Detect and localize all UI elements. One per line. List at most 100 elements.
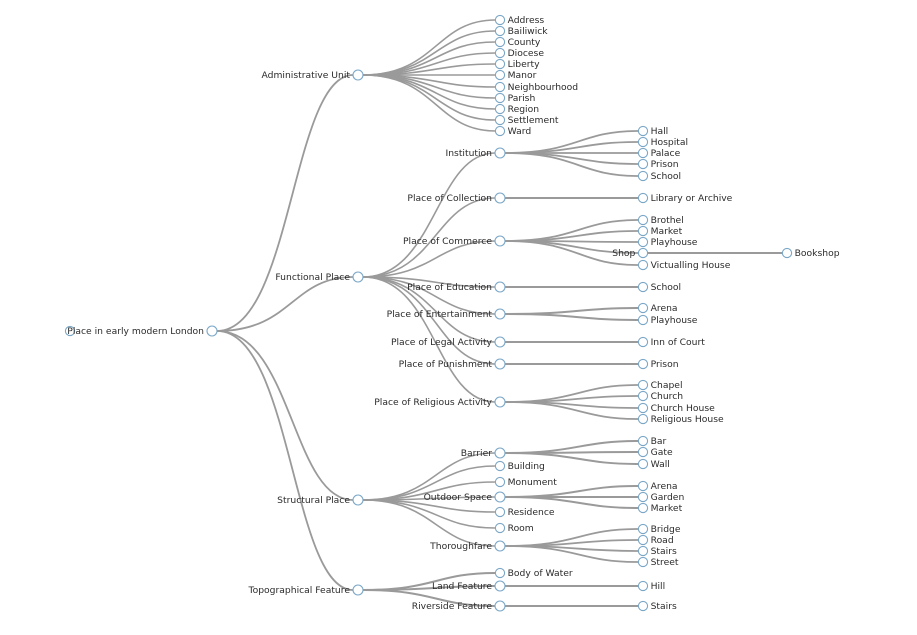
- node-circle-icon[interactable]: [637, 390, 649, 402]
- node-circle-icon[interactable]: [494, 36, 506, 48]
- tree-node-land-feature[interactable]: Land Feature: [432, 580, 506, 592]
- tree-node-playhouse-commerce[interactable]: Playhouse: [637, 236, 698, 248]
- tree-node-inn-of-court[interactable]: Inn of Court: [637, 336, 705, 348]
- node-circle-icon[interactable]: [494, 567, 506, 579]
- tree-node-bridge[interactable]: Bridge: [637, 523, 681, 535]
- node-circle-icon[interactable]: [494, 540, 506, 552]
- tree-node-manor[interactable]: Manor: [494, 69, 537, 81]
- node-circle-icon[interactable]: [637, 358, 649, 370]
- tree-node-road[interactable]: Road: [637, 534, 674, 546]
- node-circle-icon[interactable]: [494, 396, 506, 408]
- tree-node-place-of-punishment[interactable]: Place of Punishment: [399, 358, 506, 370]
- node-circle-icon[interactable]: [637, 281, 649, 293]
- tree-node-place-of-commerce[interactable]: Place of Commerce: [403, 235, 506, 247]
- node-circle-icon[interactable]: [64, 325, 76, 337]
- node-circle-icon[interactable]: [352, 584, 364, 596]
- node-circle-icon[interactable]: [637, 247, 649, 259]
- tree-node-arena-entertainment[interactable]: Arena: [637, 302, 678, 314]
- node-circle-icon[interactable]: [781, 247, 793, 259]
- tree-node-riverside-feature[interactable]: Riverside Feature: [412, 600, 506, 612]
- node-circle-icon[interactable]: [494, 69, 506, 81]
- tree-node-bar[interactable]: Bar: [637, 435, 667, 447]
- node-circle-icon[interactable]: [494, 25, 506, 37]
- tree-node-church-house[interactable]: Church House: [637, 402, 715, 414]
- node-circle-icon[interactable]: [637, 125, 649, 137]
- tree-node-prison-institution[interactable]: Prison: [637, 158, 679, 170]
- node-circle-icon[interactable]: [494, 235, 506, 247]
- tree-node-functional-place[interactable]: Functional Place: [275, 271, 364, 283]
- node-circle-icon[interactable]: [637, 545, 649, 557]
- node-circle-icon[interactable]: [494, 114, 506, 126]
- node-circle-icon[interactable]: [637, 236, 649, 248]
- tree-node-prison-punishment[interactable]: Prison: [637, 358, 679, 370]
- tree-node-brothel[interactable]: Brothel: [637, 214, 684, 226]
- tree-node-wall[interactable]: Wall: [637, 458, 670, 470]
- tree-node-palace[interactable]: Palace: [637, 147, 681, 159]
- node-circle-icon[interactable]: [637, 413, 649, 425]
- tree-node-place-of-legal-activity[interactable]: Place of Legal Activity: [391, 336, 506, 348]
- node-circle-icon[interactable]: [637, 435, 649, 447]
- node-circle-icon[interactable]: [637, 491, 649, 503]
- node-circle-icon[interactable]: [352, 69, 364, 81]
- node-circle-icon[interactable]: [637, 502, 649, 514]
- tree-node-bailiwick[interactable]: Bailiwick: [494, 25, 548, 37]
- tree-node-chapel[interactable]: Chapel: [637, 379, 683, 391]
- tree-node-county[interactable]: County: [494, 36, 541, 48]
- tree-node-library-or-archive[interactable]: Library or Archive: [637, 192, 733, 204]
- tree-node-building[interactable]: Building: [494, 460, 545, 472]
- tree-node-thoroughfare[interactable]: Thoroughfare: [429, 540, 506, 552]
- tree-node-stairs-riverside[interactable]: Stairs: [637, 600, 677, 612]
- node-circle-icon[interactable]: [637, 534, 649, 546]
- node-circle-icon[interactable]: [637, 192, 649, 204]
- tree-node-root-stub[interactable]: [64, 325, 76, 337]
- tree-node-barrier[interactable]: Barrier: [461, 447, 506, 459]
- tree-node-arena-outdoor[interactable]: Arena: [637, 480, 678, 492]
- node-circle-icon[interactable]: [494, 506, 506, 518]
- tree-node-administrative-unit[interactable]: Administrative Unit: [262, 69, 364, 81]
- tree-node-structural-place[interactable]: Structural Place: [277, 494, 364, 506]
- tree-node-place-of-education[interactable]: Place of Education: [407, 281, 506, 293]
- tree-node-shop[interactable]: Shop: [612, 247, 649, 259]
- node-circle-icon[interactable]: [637, 458, 649, 470]
- node-circle-icon[interactable]: [494, 281, 506, 293]
- node-circle-icon[interactable]: [494, 460, 506, 472]
- node-circle-icon[interactable]: [637, 158, 649, 170]
- tree-node-stairs-thoroughfare[interactable]: Stairs: [637, 545, 677, 557]
- node-circle-icon[interactable]: [206, 325, 218, 337]
- node-circle-icon[interactable]: [637, 523, 649, 535]
- tree-node-residence[interactable]: Residence: [494, 506, 555, 518]
- node-circle-icon[interactable]: [494, 491, 506, 503]
- node-circle-icon[interactable]: [494, 308, 506, 320]
- tree-node-liberty[interactable]: Liberty: [494, 58, 540, 70]
- node-circle-icon[interactable]: [494, 125, 506, 137]
- node-circle-icon[interactable]: [637, 136, 649, 148]
- node-circle-icon[interactable]: [494, 92, 506, 104]
- tree-node-place-of-religious-activity[interactable]: Place of Religious Activity: [374, 396, 506, 408]
- node-circle-icon[interactable]: [637, 225, 649, 237]
- tree-node-root[interactable]: Place in early modern London: [67, 325, 218, 337]
- node-circle-icon[interactable]: [637, 379, 649, 391]
- node-circle-icon[interactable]: [494, 522, 506, 534]
- node-circle-icon[interactable]: [637, 314, 649, 326]
- tree-node-room[interactable]: Room: [494, 522, 534, 534]
- tree-node-region[interactable]: Region: [494, 103, 539, 115]
- node-circle-icon[interactable]: [637, 600, 649, 612]
- tree-node-hall[interactable]: Hall: [637, 125, 668, 137]
- tree-node-school-education[interactable]: School: [637, 281, 681, 293]
- node-circle-icon[interactable]: [494, 358, 506, 370]
- tree-node-place-of-entertainment[interactable]: Place of Entertainment: [387, 308, 506, 320]
- tree-node-topographical-feature[interactable]: Topographical Feature: [248, 584, 364, 596]
- node-circle-icon[interactable]: [637, 302, 649, 314]
- tree-node-diocese[interactable]: Diocese: [494, 47, 544, 59]
- tree-node-playhouse-entertainment[interactable]: Playhouse: [637, 314, 698, 326]
- node-circle-icon[interactable]: [352, 271, 364, 283]
- node-circle-icon[interactable]: [494, 47, 506, 59]
- tree-node-hill[interactable]: Hill: [637, 580, 665, 592]
- tree-node-market-commerce[interactable]: Market: [637, 225, 683, 237]
- tree-node-settlement[interactable]: Settlement: [494, 114, 559, 126]
- node-circle-icon[interactable]: [494, 600, 506, 612]
- tree-node-monument[interactable]: Monument: [494, 476, 557, 488]
- tree-node-garden[interactable]: Garden: [637, 491, 684, 503]
- node-circle-icon[interactable]: [494, 14, 506, 26]
- node-circle-icon[interactable]: [637, 170, 649, 182]
